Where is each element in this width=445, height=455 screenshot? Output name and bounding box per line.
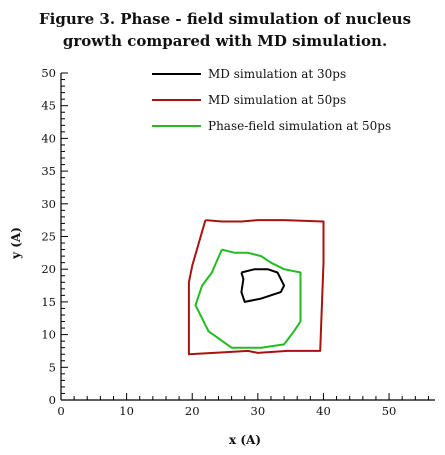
x-tick-label: 20 bbox=[185, 404, 200, 418]
series-layer bbox=[187, 219, 325, 356]
phase-field-50ps-line bbox=[194, 248, 302, 349]
y-tick-label: 10 bbox=[41, 328, 56, 342]
figure-title-line-1: Figure 3. Phase - field simulation of nu… bbox=[39, 10, 411, 28]
x-axis-label: x (A) bbox=[229, 433, 261, 447]
y-axis-label: y (A) bbox=[9, 227, 23, 260]
y-tick-label: 40 bbox=[41, 131, 56, 145]
x-tick-label: 10 bbox=[119, 404, 134, 418]
y-tick-label: 35 bbox=[41, 164, 56, 178]
axes: 0 10 20 30 40 50 0 5 10 15 20 25 30 35 40 45 50 bbox=[41, 66, 435, 418]
y-tick-label: 5 bbox=[49, 360, 56, 374]
x-tick-label: 0 bbox=[57, 404, 64, 418]
y-tick-label: 20 bbox=[41, 262, 56, 276]
md-30ps-line bbox=[240, 268, 286, 303]
figure-title-line-2: growth compared with MD simulation. bbox=[63, 32, 387, 50]
x-tick-label: 30 bbox=[251, 404, 266, 418]
y-tick-label: 30 bbox=[41, 197, 56, 211]
x-tick-label: 50 bbox=[382, 404, 397, 418]
md-50ps-line bbox=[187, 219, 325, 356]
legend: MD simulation at 30ps MD simulation at 50… bbox=[152, 67, 391, 133]
y-tick-label: 15 bbox=[41, 295, 56, 309]
y-tick-label: 0 bbox=[49, 393, 56, 407]
x-tick-label: 40 bbox=[316, 404, 331, 418]
legend-entry-label: Phase-field simulation at 50ps bbox=[208, 119, 391, 133]
legend-entry-label: MD simulation at 50ps bbox=[208, 93, 346, 107]
y-tick-label: 25 bbox=[41, 230, 56, 244]
y-tick-label: 50 bbox=[41, 66, 56, 80]
y-tick-label: 45 bbox=[41, 99, 56, 113]
legend-entry-label: MD simulation at 30ps bbox=[208, 67, 346, 81]
chart: 0 10 20 30 40 50 0 5 10 15 20 25 30 35 40 45 50 MD simul… bbox=[41, 66, 435, 418]
